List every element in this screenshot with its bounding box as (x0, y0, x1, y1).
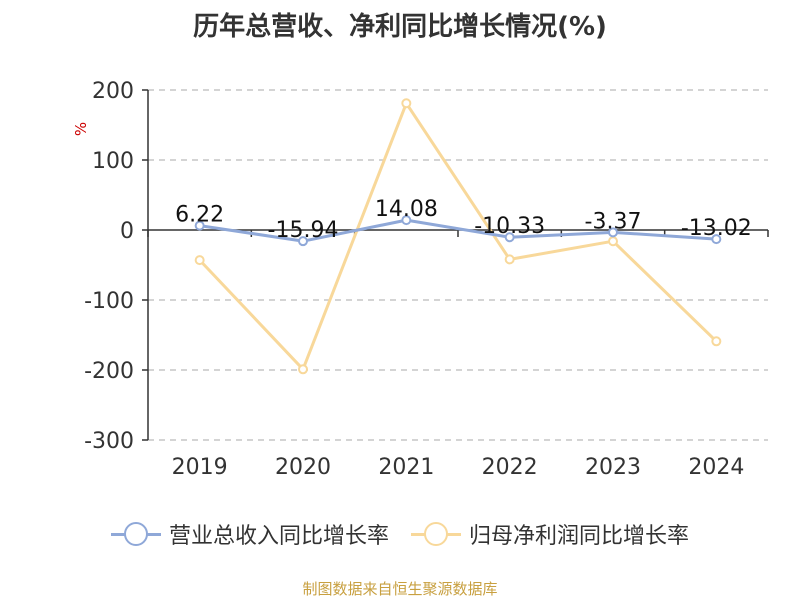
data-label: 6.22 (175, 203, 224, 228)
legend: 营业总收入同比增长率 归母净利润同比增长率 (0, 518, 800, 550)
data-point[interactable] (194, 220, 205, 231)
data-point[interactable] (504, 254, 515, 265)
legend-item-revenue[interactable]: 营业总收入同比增长率 (110, 518, 389, 550)
data-point[interactable] (504, 232, 515, 243)
y-tick-label: -300 (84, 429, 134, 454)
legend-label-net-profit: 归母净利润同比增长率 (469, 524, 690, 549)
data-point[interactable] (298, 236, 308, 247)
data-point[interactable] (401, 215, 412, 226)
grid (148, 89, 768, 441)
data-point[interactable] (711, 234, 722, 245)
data-label: -15.94 (268, 218, 339, 243)
data-point[interactable] (608, 227, 618, 238)
data-point[interactable] (401, 98, 412, 109)
x-tick-label: 2021 (378, 455, 434, 480)
legend-item-net-profit[interactable]: 归母净利润同比增长率 (411, 518, 689, 550)
data-label: -3.37 (585, 209, 642, 234)
data-point[interactable] (608, 236, 618, 247)
x-tick-label: 2024 (688, 455, 744, 480)
x-tick-label: 2023 (585, 455, 641, 480)
series-line-1 (198, 101, 718, 371)
data-point[interactable] (194, 255, 205, 266)
y-tick-label: 100 (92, 149, 134, 174)
y-tick-label: -100 (84, 289, 134, 314)
data-point[interactable] (711, 336, 722, 347)
data-source: 制图数据来自恒生聚源数据库 (302, 580, 498, 598)
series (194, 98, 722, 375)
axes: 200 100 0 -100 -200 -300 2019 2020 2021 2022 2023 2… (84, 79, 769, 480)
y-tick-label: 200 (92, 79, 134, 104)
y-tick-label: 0 (120, 219, 134, 244)
legend-marker-net-profit (411, 522, 461, 546)
x-tick-label: 2020 (275, 455, 331, 480)
data-label: -10.33 (474, 214, 545, 239)
chart-title: 历年总营收、净利同比增长情况(%) (193, 12, 607, 42)
legend-label-revenue: 营业总收入同比增长率 (168, 524, 389, 549)
data-labels: 6.22 -15.94 14.08 -10.33 -3.37 -13.02 (175, 197, 752, 243)
series-line-0 (199, 218, 717, 243)
legend-marker-revenue (110, 522, 161, 546)
x-tick-label: 2019 (172, 455, 228, 480)
y-tick-label: -200 (84, 359, 134, 384)
data-label: 14.08 (375, 197, 438, 222)
data-point[interactable] (298, 364, 308, 375)
data-label: -13.02 (681, 216, 752, 241)
x-tick-label: 2022 (482, 455, 538, 480)
